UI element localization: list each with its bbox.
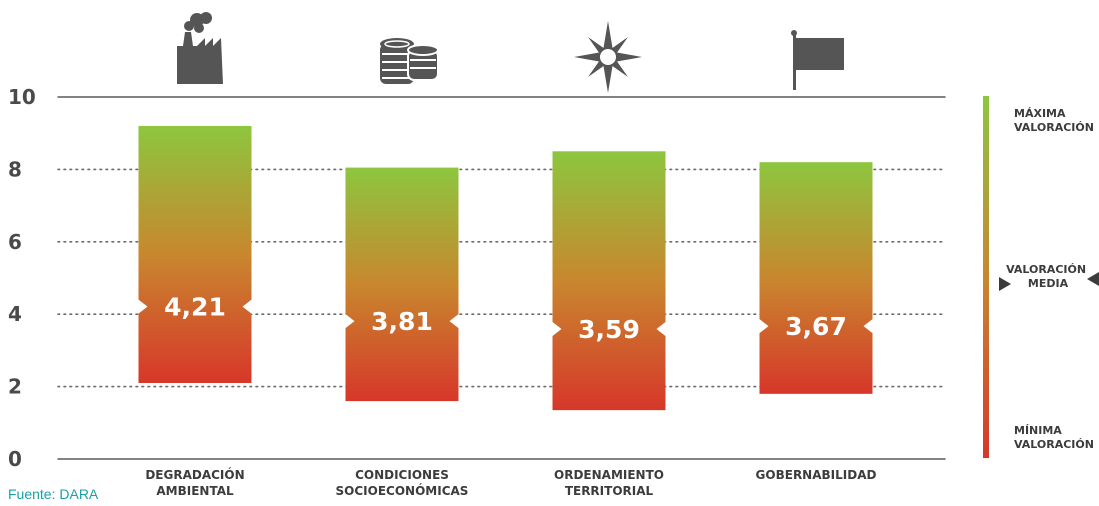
- category-label-line: SOCIOECONÓMICAS: [336, 483, 469, 498]
- y-tick-label: 2: [8, 375, 22, 399]
- y-tick-label: 6: [8, 230, 22, 254]
- bar: [759, 162, 873, 394]
- coin-stack-right: [407, 44, 439, 81]
- legend-mid-right-arrow: [1087, 272, 1099, 286]
- y-tick-label: 0: [8, 447, 22, 471]
- legend-bottom-line-2: VALORACIÓN: [1014, 438, 1094, 451]
- bar: [552, 151, 666, 411]
- category-label: CONDICIONES SOCIOECONÓMICAS: [336, 468, 469, 498]
- category-label-line: GOBERNABILIDAD: [756, 468, 877, 482]
- value-marker-right: [863, 319, 873, 334]
- legend-mid-line-2: MEDIA: [1028, 277, 1069, 290]
- factory-icon: [177, 12, 223, 84]
- category-label: DEGRADACIÓN AMBIENTAL: [145, 467, 244, 498]
- category-label: ORDENAMIENTO TERRITORIAL: [554, 468, 664, 498]
- legend-bottom-line-1: MÍNIMA: [1014, 424, 1062, 437]
- value-marker-left: [138, 299, 148, 314]
- y-axis-ticks: 0 2 4 6 8 10: [8, 85, 36, 471]
- category-label: GOBERNABILIDAD: [756, 468, 877, 482]
- legend-mid-left-arrow: [999, 277, 1011, 291]
- legend-mid-label: VALORACIÓN MEDIA: [1006, 263, 1090, 290]
- legend: MÁXIMA VALORACIÓN VALORACIÓN MEDIA MÍNIM…: [983, 96, 1099, 458]
- legend-top-label: MÁXIMA VALORACIÓN: [1014, 107, 1094, 134]
- legend-top-line-2: VALORACIÓN: [1014, 121, 1094, 134]
- bar: [345, 167, 459, 402]
- value-marker-left: [552, 322, 562, 337]
- category-label-line: DEGRADACIÓN: [145, 467, 244, 482]
- value-marker-right: [656, 322, 666, 337]
- y-tick-label: 8: [8, 157, 22, 181]
- source-note: Fuente: DARA: [8, 486, 99, 502]
- value-marker-right: [242, 299, 252, 314]
- bars: 4,21 DEGRADACIÓN AMBIENTAL 3,81 CONDICIONES S…: [138, 125, 877, 498]
- flag-icon: [791, 30, 844, 90]
- coins-icon: [380, 38, 439, 84]
- value-marker-left: [345, 314, 355, 329]
- category-label-line: TERRITORIAL: [565, 484, 654, 498]
- y-tick-label: 4: [8, 302, 22, 326]
- category-icons: [177, 12, 844, 93]
- category-label-line: AMBIENTAL: [156, 484, 234, 498]
- y-tick-label: 10: [8, 85, 36, 109]
- coin-stack-left: [380, 38, 414, 84]
- legend-bottom-label: MÍNIMA VALORACIÓN: [1014, 424, 1094, 451]
- legend-gradient-bar: [983, 96, 989, 458]
- legend-top-line-1: MÁXIMA: [1014, 107, 1066, 120]
- category-label-line: CONDICIONES: [355, 468, 449, 482]
- value-label: 3,81: [371, 307, 433, 336]
- legend-mid-line-1: VALORACIÓN: [1006, 263, 1086, 276]
- value-marker-left: [759, 319, 769, 334]
- value-label: 3,59: [578, 315, 640, 344]
- value-label: 4,21: [164, 293, 226, 322]
- bar: [138, 125, 252, 383]
- category-label-line: ORDENAMIENTO: [554, 468, 664, 482]
- compass-rose-icon: [574, 21, 642, 93]
- value-label: 3,67: [785, 312, 847, 341]
- value-marker-right: [449, 314, 459, 329]
